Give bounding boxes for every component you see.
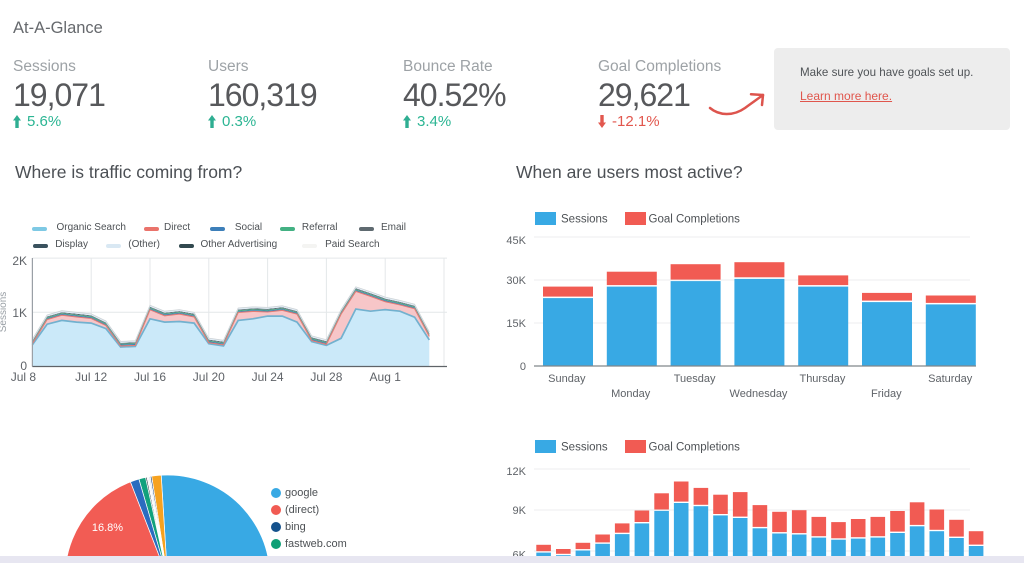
- svg-text:2K: 2K: [12, 254, 27, 268]
- svg-text:9K: 9K: [513, 505, 527, 517]
- svg-text:0: 0: [20, 359, 27, 373]
- svg-text:16.8%: 16.8%: [92, 522, 123, 534]
- svg-text:Goal Completions: Goal Completions: [649, 214, 741, 226]
- svg-text:Jul 12: Jul 12: [75, 370, 107, 384]
- svg-text:30K: 30K: [506, 275, 526, 287]
- svg-text:Jul 28: Jul 28: [310, 370, 342, 384]
- svg-text:Sessions: Sessions: [561, 442, 608, 454]
- svg-text:15K: 15K: [506, 318, 526, 330]
- svg-text:Sessions: Sessions: [0, 292, 9, 333]
- svg-text:45K: 45K: [506, 235, 526, 247]
- svg-text:Jul 16: Jul 16: [134, 370, 166, 384]
- svg-text:Saturday: Saturday: [928, 373, 973, 385]
- svg-text:0: 0: [520, 361, 526, 373]
- svg-text:Tuesday: Tuesday: [674, 373, 716, 385]
- svg-text:Sessions: Sessions: [561, 214, 608, 226]
- svg-text:Monday: Monday: [611, 388, 651, 400]
- svg-text:Jul 20: Jul 20: [193, 370, 225, 384]
- svg-text:Wednesday: Wednesday: [730, 388, 788, 400]
- svg-text:Friday: Friday: [871, 388, 902, 400]
- svg-text:Aug 1: Aug 1: [370, 370, 402, 384]
- svg-text:Jul 8: Jul 8: [11, 370, 37, 384]
- svg-text:Jul 24: Jul 24: [252, 370, 284, 384]
- svg-text:1K: 1K: [12, 306, 27, 320]
- svg-text:12K: 12K: [506, 466, 526, 478]
- svg-text:Sunday: Sunday: [548, 373, 586, 385]
- svg-text:Goal Completions: Goal Completions: [649, 442, 741, 454]
- svg-text:Thursday: Thursday: [799, 373, 845, 385]
